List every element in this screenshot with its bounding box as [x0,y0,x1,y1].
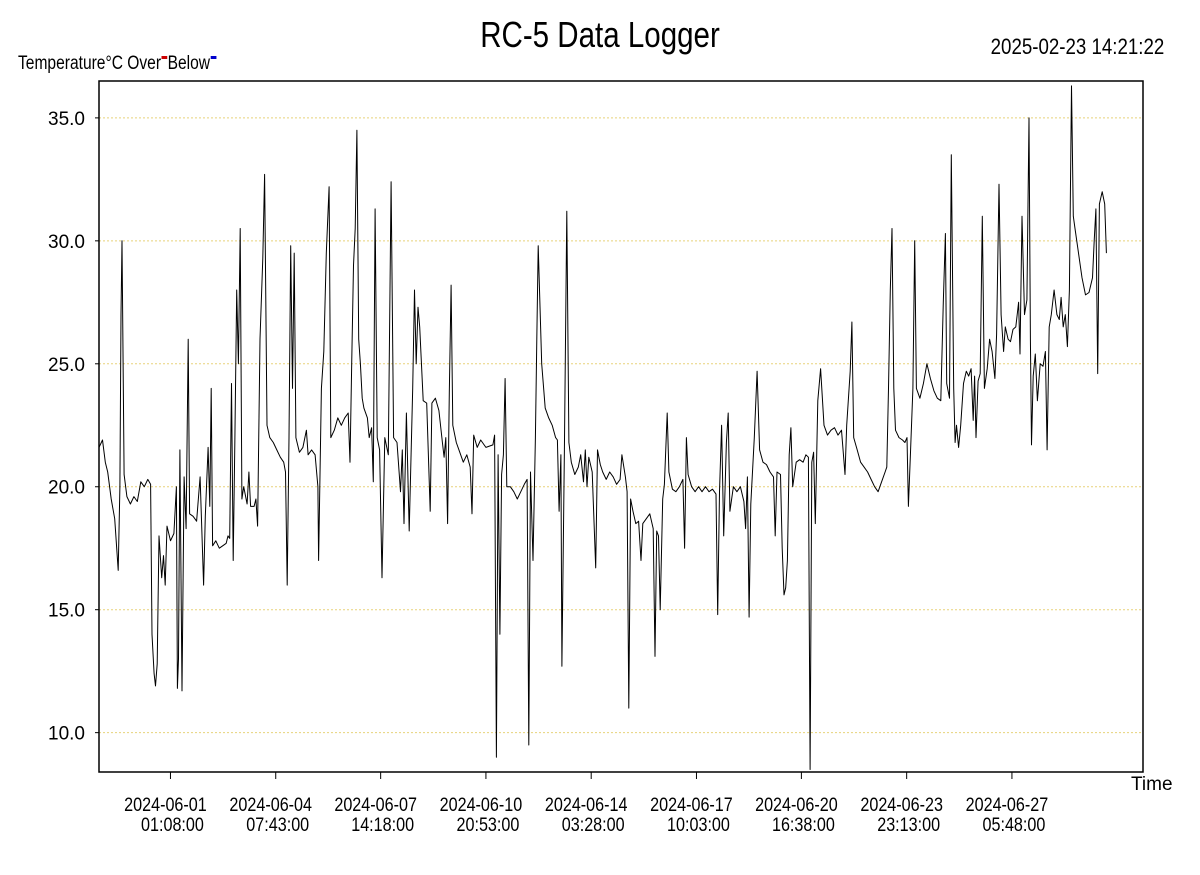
x-tick-date: 2024-06-01 [124,794,207,816]
x-tick-date: 2024-06-20 [755,794,838,816]
x-tick-time: 10:03:00 [667,814,730,836]
legend-label-below: Below [167,53,211,74]
x-tick-date: 2024-06-17 [650,794,733,816]
x-tick-time: 01:08:00 [141,814,204,836]
x-tick-date: 2024-06-04 [229,794,312,816]
legend-label-over: Over [127,53,162,74]
timestamp: 2025-02-23 14:21:22 [990,34,1164,59]
x-tick-time: 16:38:00 [772,814,835,836]
x-tick-time: 03:28:00 [562,814,625,836]
chart-title: RC-5 Data Logger [480,14,720,55]
y-axis-legend: Temperature°C Over Below [18,53,217,75]
y-tick-label: 15.0 [48,601,85,622]
x-tick-time: 23:13:00 [877,814,940,836]
y-axis: 10.0 15.0 20.0 25.0 30.0 35.0 [48,109,99,745]
x-tick-date: 2024-06-27 [966,794,1049,816]
x-tick-time: 05:48:00 [983,814,1046,836]
legend-below-mark [210,56,217,59]
y-tick-label: 30.0 [48,232,85,253]
x-tick-date: 2024-06-10 [440,794,523,816]
series-group [98,85,1107,770]
y-tick-label: 35.0 [48,109,85,130]
x-tick-date: 2024-06-07 [334,794,417,816]
x-tick-time: 07:43:00 [246,814,309,836]
x-tick-date: 2024-06-14 [545,794,628,816]
x-tick-time: 14:18:00 [351,814,414,836]
y-tick-label: 10.0 [48,724,85,745]
series-line-0 [98,85,1107,770]
x-axis-label: Time [1131,774,1173,795]
grid-lines [99,117,1143,734]
y-tick-label: 20.0 [48,478,85,499]
legend-over-mark [161,56,168,59]
y-tick-label: 25.0 [48,355,85,376]
x-tick-date: 2024-06-23 [860,794,943,816]
x-tick-time: 20:53:00 [457,814,520,836]
plot-frame [98,80,1144,773]
y-axis-label: Temperature°C [18,53,123,74]
